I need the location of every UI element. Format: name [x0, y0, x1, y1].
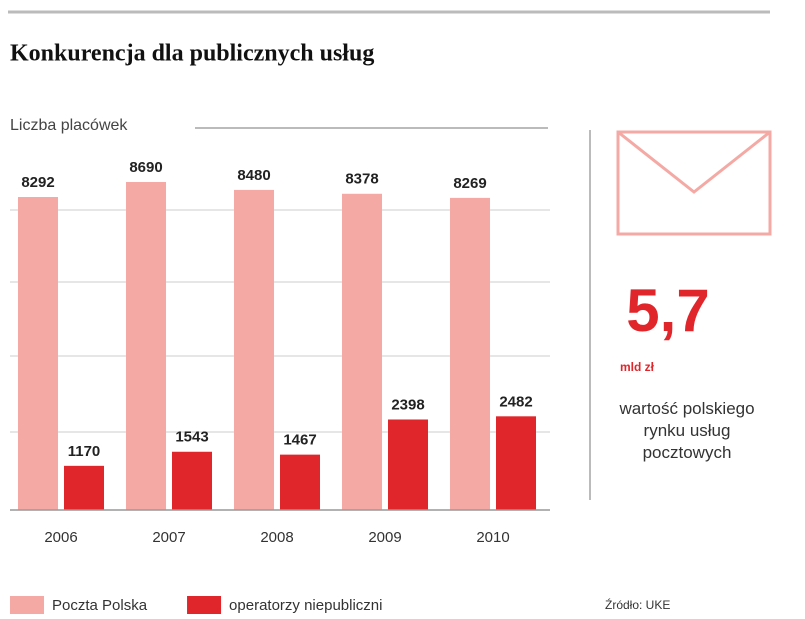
data-label: 8269 [453, 175, 486, 192]
data-label: 8292 [21, 174, 54, 191]
data-label: 2482 [499, 393, 532, 410]
bar [18, 197, 58, 510]
data-label: 1467 [283, 432, 316, 449]
data-label: 1170 [68, 443, 101, 460]
bar [496, 416, 536, 510]
legend-swatch [187, 596, 222, 614]
bar [280, 454, 320, 510]
x-tick-label: 2010 [476, 529, 509, 546]
envelope-icon [616, 130, 772, 236]
highlight-value: 5,7 [626, 277, 709, 344]
legend-swatch [10, 596, 44, 614]
highlight-unit: mld zł [620, 360, 655, 374]
bar [64, 465, 104, 510]
x-tick-label: 2009 [368, 529, 401, 546]
bar [172, 451, 212, 510]
legend-label: operatorzy niepubliczni [229, 597, 382, 614]
highlight-caption: wartość polskiego rynku usług pocztowych [619, 399, 755, 462]
source: Źródło: UKE [605, 597, 670, 612]
data-label: 8378 [345, 171, 378, 188]
x-tick-label: 2007 [152, 529, 185, 546]
data-label: 1543 [175, 429, 208, 446]
subtitle: Liczba placówek [10, 117, 128, 134]
bar [388, 419, 428, 510]
data-label: 8480 [237, 167, 270, 184]
legend-label: Poczta Polska [52, 597, 148, 614]
bar [342, 193, 382, 510]
chart-title: Konkurencja dla publicznych usług [10, 41, 374, 67]
bar [450, 197, 490, 510]
data-label: 2398 [391, 396, 424, 413]
x-tick-label: 2008 [260, 529, 293, 546]
data-label: 8690 [129, 159, 162, 176]
bar [126, 182, 166, 510]
bar [234, 189, 274, 511]
x-tick-label: 2006 [44, 529, 77, 546]
